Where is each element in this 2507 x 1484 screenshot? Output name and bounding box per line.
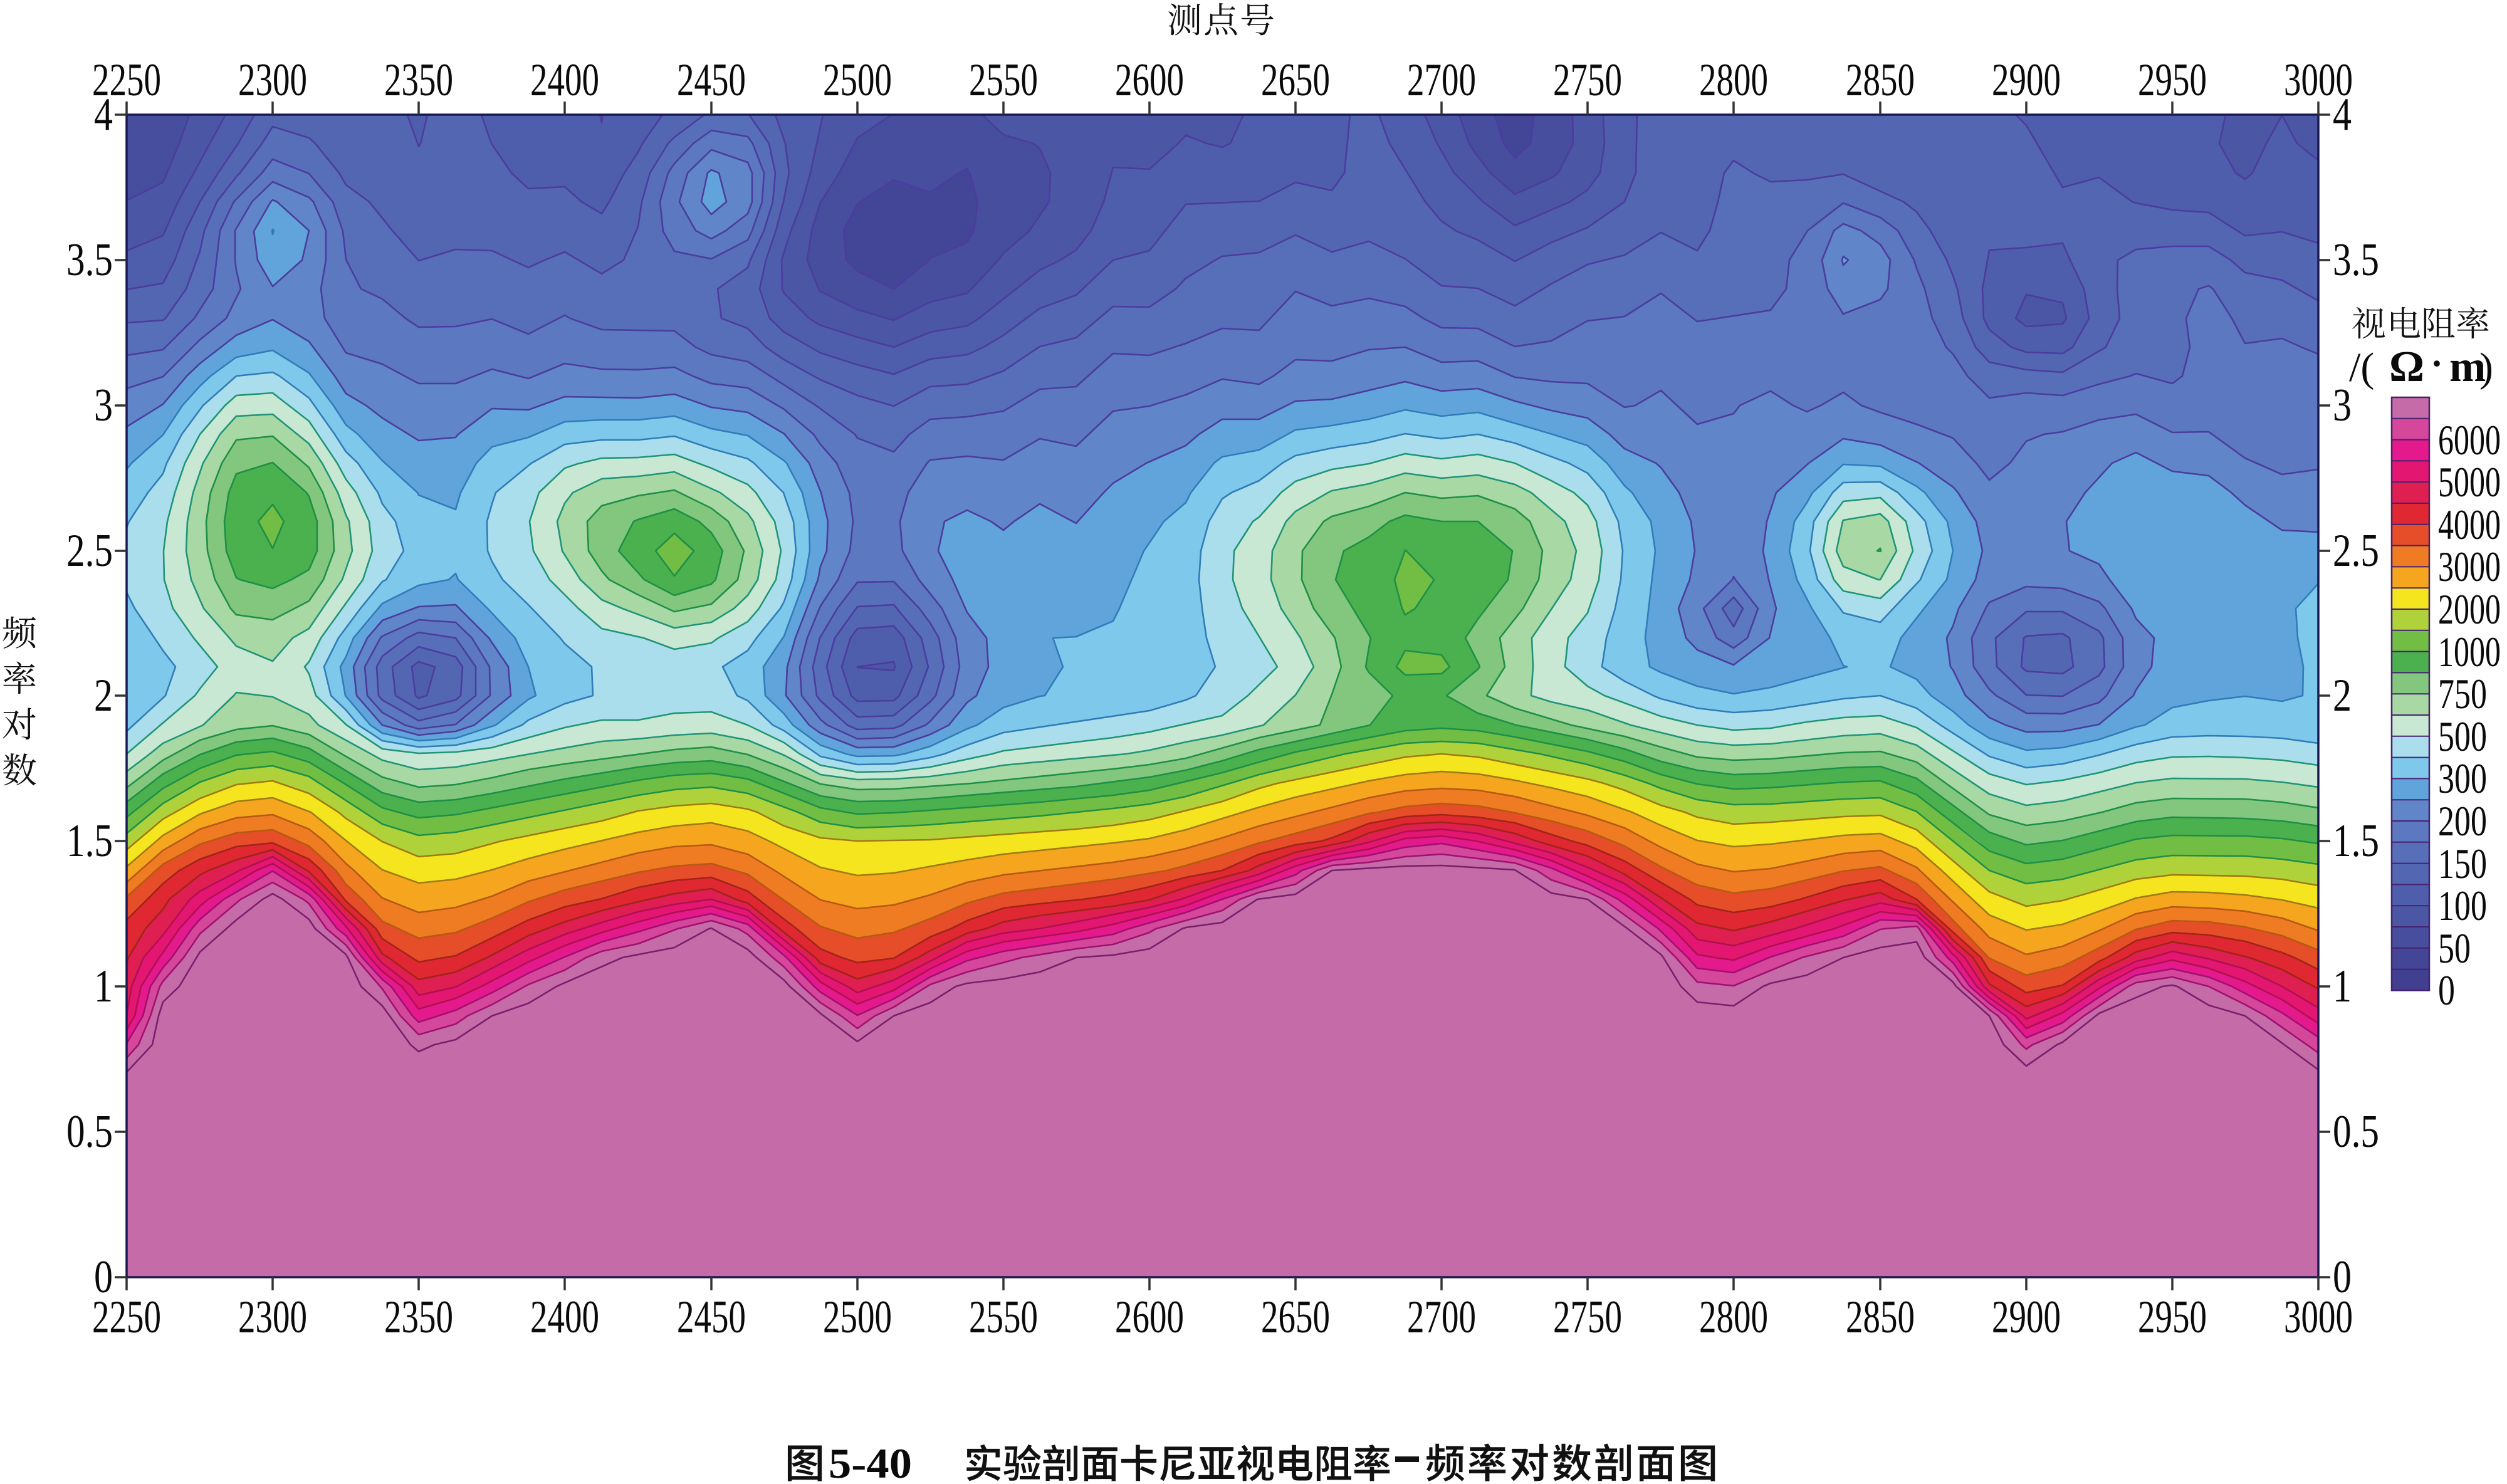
svg-text:2950: 2950 xyxy=(2138,55,2207,106)
svg-text:2450: 2450 xyxy=(677,55,746,106)
svg-text:3000: 3000 xyxy=(2438,543,2501,590)
svg-text:1: 1 xyxy=(2333,961,2352,1012)
svg-text:1000: 1000 xyxy=(2438,628,2501,676)
svg-text:): ) xyxy=(2479,345,2493,390)
svg-text:2250: 2250 xyxy=(92,55,161,106)
svg-text:2350: 2350 xyxy=(384,55,453,106)
svg-text:2700: 2700 xyxy=(1407,1292,1476,1343)
svg-text:1.5: 1.5 xyxy=(2333,815,2379,867)
svg-text:2900: 2900 xyxy=(1992,55,2061,106)
svg-text:2800: 2800 xyxy=(1699,55,1768,106)
svg-text:3000: 3000 xyxy=(2284,55,2353,106)
svg-text:2: 2 xyxy=(2333,670,2352,721)
svg-text:3.5: 3.5 xyxy=(66,234,113,286)
svg-text:2500: 2500 xyxy=(823,1292,892,1343)
svg-text:Ω: Ω xyxy=(2389,343,2424,391)
svg-text:300: 300 xyxy=(2438,755,2487,802)
svg-text:2950: 2950 xyxy=(2138,1292,2207,1343)
svg-text:3000: 3000 xyxy=(2284,1292,2353,1343)
svg-text:m: m xyxy=(2449,343,2486,391)
svg-text:0.5: 0.5 xyxy=(66,1106,113,1157)
svg-text:1.5: 1.5 xyxy=(66,815,113,867)
svg-text:3: 3 xyxy=(2333,380,2352,431)
svg-text:4: 4 xyxy=(94,89,113,140)
svg-text:2000: 2000 xyxy=(2438,585,2501,633)
svg-text:2800: 2800 xyxy=(1699,1292,1768,1343)
svg-text:0.5: 0.5 xyxy=(2333,1106,2379,1157)
svg-text:2700: 2700 xyxy=(1407,55,1476,106)
svg-text:2850: 2850 xyxy=(1846,1292,1915,1343)
svg-text:2.5: 2.5 xyxy=(2333,525,2379,577)
svg-text:4: 4 xyxy=(2333,89,2352,140)
svg-text:500: 500 xyxy=(2438,713,2487,760)
svg-text:6000: 6000 xyxy=(2438,416,2501,464)
svg-text:2900: 2900 xyxy=(1992,1292,2061,1343)
svg-text:2600: 2600 xyxy=(1115,1292,1184,1343)
svg-text:2500: 2500 xyxy=(823,55,892,106)
svg-text:2650: 2650 xyxy=(1261,55,1330,106)
svg-text:750: 750 xyxy=(2438,670,2487,718)
svg-text:2300: 2300 xyxy=(238,1292,307,1343)
svg-text:0: 0 xyxy=(2333,1251,2352,1303)
svg-text:2350: 2350 xyxy=(384,1292,453,1343)
svg-text:·: · xyxy=(2431,343,2443,384)
svg-text:2850: 2850 xyxy=(1846,55,1915,106)
svg-text:2600: 2600 xyxy=(1115,55,1184,106)
svg-text:2550: 2550 xyxy=(969,1292,1038,1343)
svg-text:2: 2 xyxy=(94,670,113,721)
svg-text:3: 3 xyxy=(94,380,113,431)
svg-text:2750: 2750 xyxy=(1553,1292,1622,1343)
svg-text:150: 150 xyxy=(2438,840,2487,887)
svg-text:2250: 2250 xyxy=(92,1292,161,1343)
svg-text:2750: 2750 xyxy=(1553,55,1622,106)
svg-text:5000: 5000 xyxy=(2438,458,2501,506)
svg-text:/(: /( xyxy=(2349,345,2374,390)
svg-text:0: 0 xyxy=(94,1251,113,1303)
svg-text:200: 200 xyxy=(2438,797,2487,845)
svg-text:2300: 2300 xyxy=(238,55,307,106)
svg-text:5-40: 5-40 xyxy=(829,1440,912,1484)
svg-text:2.5: 2.5 xyxy=(66,525,113,577)
svg-text:1: 1 xyxy=(94,961,113,1012)
svg-text:2400: 2400 xyxy=(530,1292,599,1343)
svg-text:4000: 4000 xyxy=(2438,501,2501,548)
svg-text:100: 100 xyxy=(2438,882,2487,929)
svg-text:2400: 2400 xyxy=(530,55,599,106)
svg-text:0: 0 xyxy=(2438,966,2455,1014)
svg-text:2650: 2650 xyxy=(1261,1292,1330,1343)
svg-text:2550: 2550 xyxy=(969,55,1038,106)
svg-text:2450: 2450 xyxy=(677,1292,746,1343)
svg-text:50: 50 xyxy=(2438,924,2471,972)
svg-text:3.5: 3.5 xyxy=(2333,234,2379,286)
